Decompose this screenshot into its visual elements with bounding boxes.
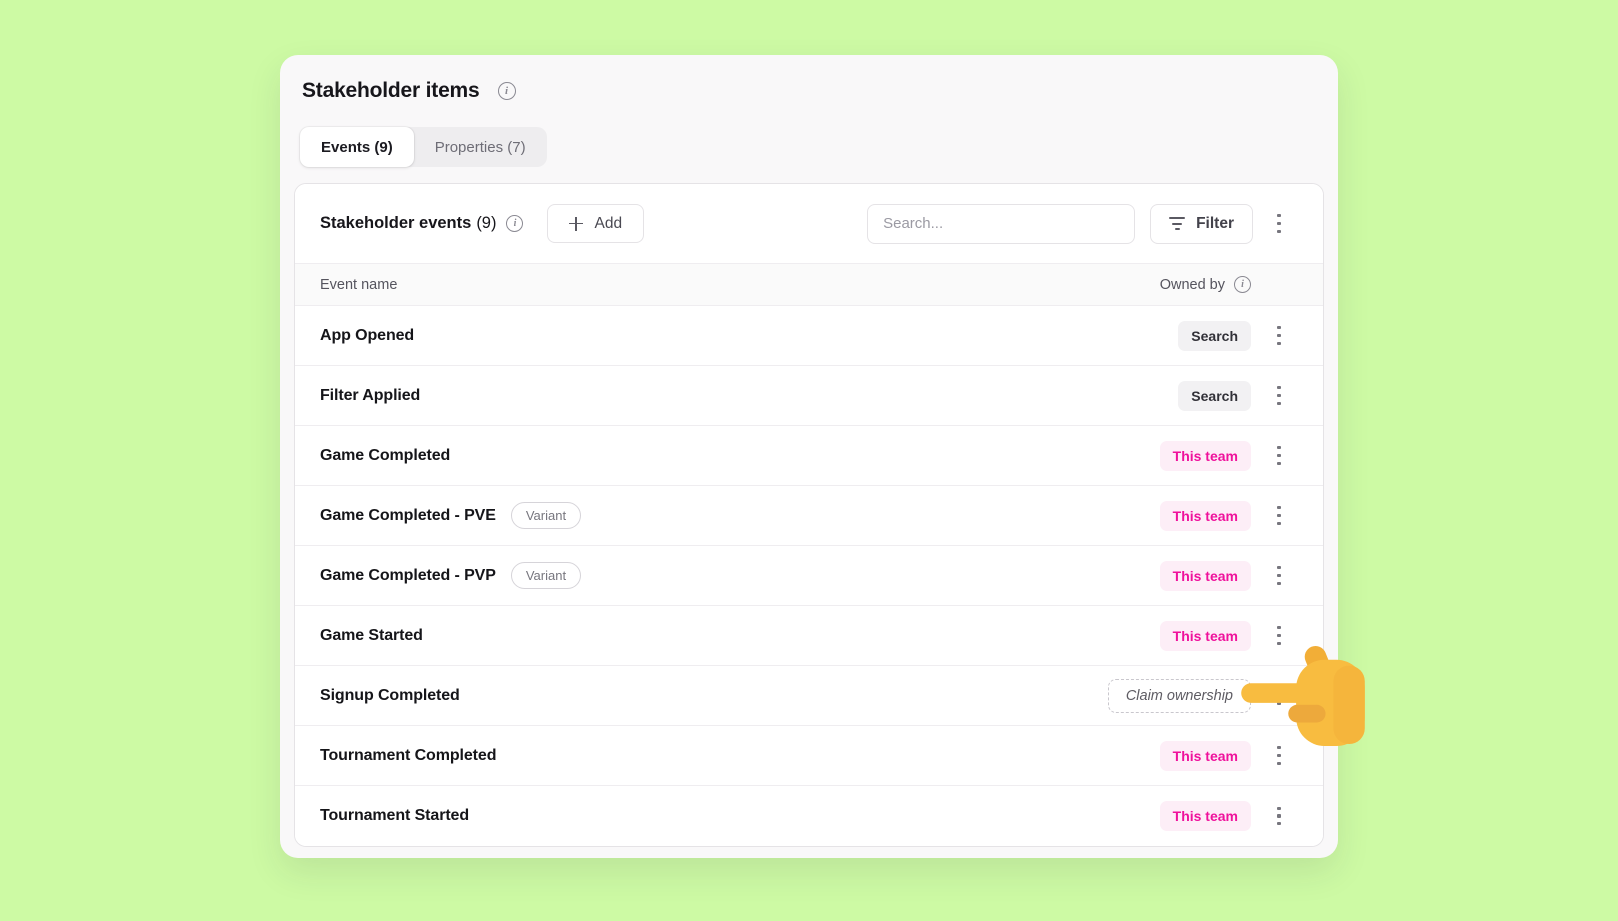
table-heading-text: Stakeholder events [320, 214, 472, 232]
tab-events-label: Events (9) [321, 138, 393, 156]
owner-badge[interactable]: This team [1159, 500, 1251, 531]
table-row: Game Started This team [295, 606, 1323, 666]
kebab-menu-icon[interactable] [1267, 560, 1291, 592]
page-title: Stakeholder items [302, 79, 480, 102]
kebab-menu-icon[interactable] [1267, 440, 1291, 472]
owner-cell: Claim ownership [1107, 678, 1251, 713]
owner-cell: This team [1159, 440, 1251, 471]
search-input[interactable] [867, 203, 1136, 244]
table-row: App Opened Search [295, 306, 1323, 366]
table-row: Tournament Completed This team [295, 726, 1323, 786]
table-header-row: Event name Owned by i [295, 264, 1323, 306]
table-row: Signup Completed Claim ownership [295, 666, 1323, 726]
event-name: Game Completed - PVP [320, 566, 496, 584]
kebab-menu-icon[interactable] [1267, 680, 1291, 712]
table-row: Filter Applied Search [295, 366, 1323, 426]
event-name: Tournament Completed [320, 746, 497, 764]
table-row: Game Completed - PVP Variant This team [295, 546, 1323, 606]
filter-button[interactable]: Filter [1150, 203, 1253, 244]
owner-badge[interactable]: This team [1159, 560, 1251, 591]
owner-cell: This team [1159, 560, 1251, 591]
filter-button-label: Filter [1196, 214, 1234, 232]
table-heading-count: (9) [476, 214, 497, 232]
claim-ownership-button[interactable]: Claim ownership [1107, 678, 1251, 713]
filter-lines-icon [1169, 217, 1186, 230]
owner-badge[interactable]: This team [1159, 620, 1251, 651]
event-name: Game Started [320, 626, 423, 644]
event-name: App Opened [320, 326, 415, 344]
stakeholder-events-table: Stakeholder events (9) i Add Filter Even… [294, 183, 1324, 847]
kebab-menu-icon[interactable] [1267, 380, 1291, 412]
owner-badge[interactable]: This team [1159, 740, 1251, 771]
owner-cell: This team [1159, 500, 1251, 531]
variant-tag: Variant [510, 502, 582, 529]
kebab-menu-icon[interactable] [1267, 500, 1291, 532]
card-title-row: Stakeholder items i [302, 79, 1324, 103]
owner-badge[interactable]: Search [1178, 380, 1251, 411]
event-name: Game Completed [320, 446, 451, 464]
tab-properties-label: Properties (7) [434, 138, 526, 156]
plus-icon [569, 216, 584, 231]
info-icon[interactable]: i [1234, 276, 1251, 293]
add-button-label: Add [594, 214, 623, 232]
event-rows: App Opened Search Filter Applied Search … [295, 306, 1323, 846]
event-name: Game Completed - PVE [320, 506, 496, 524]
kebab-menu-icon[interactable] [1267, 740, 1291, 772]
column-header-event-name: Event name [320, 276, 398, 293]
table-row: Game Completed This team [295, 426, 1323, 486]
column-header-owned-by: Owned by i [1160, 276, 1251, 293]
owner-cell: Search [1178, 320, 1251, 351]
stakeholder-items-card: Stakeholder items i Events (9) Propertie… [280, 55, 1338, 858]
event-name: Tournament Started [320, 807, 470, 824]
owner-cell: This team [1159, 620, 1251, 651]
kebab-menu-icon[interactable] [1267, 320, 1291, 352]
owner-cell: This team [1159, 740, 1251, 771]
add-button[interactable]: Add [547, 204, 645, 243]
owner-badge[interactable]: This team [1159, 440, 1251, 471]
event-name: Signup Completed [320, 686, 460, 704]
variant-tag: Variant [510, 562, 582, 589]
tab-events[interactable]: Events (9) [300, 127, 414, 167]
kebab-menu-icon[interactable] [1267, 800, 1291, 832]
info-icon[interactable]: i [506, 215, 524, 232]
tab-properties[interactable]: Properties (7) [414, 127, 547, 167]
kebab-menu-icon[interactable] [1267, 208, 1291, 240]
info-icon[interactable]: i [497, 82, 516, 100]
table-row: Tournament Started This team [295, 786, 1323, 846]
owned-by-label: Owned by [1159, 276, 1225, 293]
table-toolbar: Stakeholder events (9) i Add Filter [295, 184, 1323, 264]
owner-cell: This team [1159, 801, 1251, 831]
owner-badge[interactable]: Search [1178, 320, 1251, 351]
tab-bar: Events (9) Properties (7) [300, 127, 547, 167]
table-heading: Stakeholder events (9) [320, 214, 496, 233]
owner-badge[interactable]: This team [1159, 801, 1251, 831]
owner-cell: Search [1178, 380, 1251, 411]
table-row: Game Completed - PVE Variant This team [295, 486, 1323, 546]
event-name: Filter Applied [320, 386, 421, 404]
kebab-menu-icon[interactable] [1267, 620, 1291, 652]
